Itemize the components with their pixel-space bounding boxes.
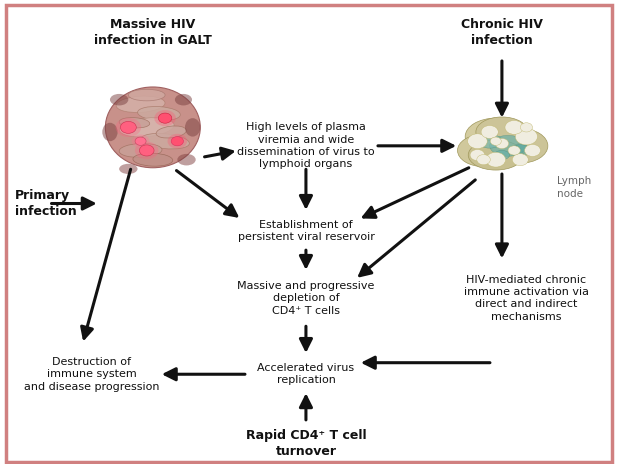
Ellipse shape	[156, 126, 187, 138]
Text: Primary
infection: Primary infection	[15, 189, 77, 218]
Text: Lymph
node: Lymph node	[557, 176, 591, 198]
Circle shape	[132, 134, 150, 148]
Text: Establishment of
persistent viral reservoir: Establishment of persistent viral reserv…	[237, 220, 375, 242]
Circle shape	[512, 154, 528, 166]
Ellipse shape	[116, 96, 165, 113]
Ellipse shape	[468, 140, 523, 170]
Circle shape	[468, 134, 487, 149]
Ellipse shape	[110, 94, 129, 106]
Ellipse shape	[489, 135, 527, 156]
Text: Chronic HIV
infection: Chronic HIV infection	[461, 18, 543, 47]
Ellipse shape	[129, 89, 165, 101]
Circle shape	[490, 137, 501, 145]
Circle shape	[515, 128, 538, 145]
Circle shape	[135, 142, 158, 159]
Circle shape	[508, 146, 520, 155]
Circle shape	[505, 120, 523, 134]
Ellipse shape	[119, 118, 150, 128]
Text: Accelerated virus
replication: Accelerated virus replication	[257, 363, 355, 385]
Ellipse shape	[185, 118, 200, 136]
Text: Massive HIV
infection in GALT: Massive HIV infection in GALT	[94, 18, 212, 47]
Circle shape	[481, 126, 498, 138]
Text: High levels of plasma
viremia and wide
dissemination of virus to
lymphoid organs: High levels of plasma viremia and wide d…	[237, 122, 375, 170]
Ellipse shape	[465, 118, 527, 155]
Circle shape	[158, 113, 172, 123]
Circle shape	[135, 137, 146, 145]
Circle shape	[154, 110, 176, 126]
Text: Rapid CD4⁺ T cell
turnover: Rapid CD4⁺ T cell turnover	[245, 429, 366, 458]
Ellipse shape	[493, 128, 548, 163]
Ellipse shape	[494, 150, 510, 160]
Circle shape	[477, 155, 490, 165]
Circle shape	[470, 149, 485, 161]
Circle shape	[495, 138, 509, 149]
Ellipse shape	[478, 134, 502, 148]
Ellipse shape	[138, 106, 180, 120]
Ellipse shape	[510, 145, 531, 156]
Circle shape	[139, 145, 154, 156]
Ellipse shape	[103, 123, 117, 141]
Ellipse shape	[141, 134, 189, 149]
Circle shape	[171, 136, 184, 146]
Ellipse shape	[119, 143, 162, 157]
Text: Massive and progressive
depletion of
CD4⁺ T cells: Massive and progressive depletion of CD4…	[237, 281, 375, 316]
Circle shape	[520, 123, 533, 132]
Text: Destruction of
immune system
and disease progression: Destruction of immune system and disease…	[24, 357, 159, 392]
FancyBboxPatch shape	[6, 5, 612, 462]
Ellipse shape	[457, 134, 510, 167]
Ellipse shape	[119, 164, 138, 174]
Circle shape	[525, 144, 541, 156]
Ellipse shape	[133, 153, 172, 166]
Circle shape	[121, 121, 137, 134]
Circle shape	[167, 134, 187, 149]
Circle shape	[116, 118, 141, 137]
Ellipse shape	[175, 94, 192, 106]
Ellipse shape	[177, 154, 196, 165]
Circle shape	[486, 152, 506, 167]
Text: HIV-mediated chronic
immune activation via
direct and indirect
mechanisms: HIV-mediated chronic immune activation v…	[464, 275, 589, 322]
Ellipse shape	[119, 118, 174, 137]
Ellipse shape	[105, 87, 200, 168]
Ellipse shape	[476, 117, 528, 147]
